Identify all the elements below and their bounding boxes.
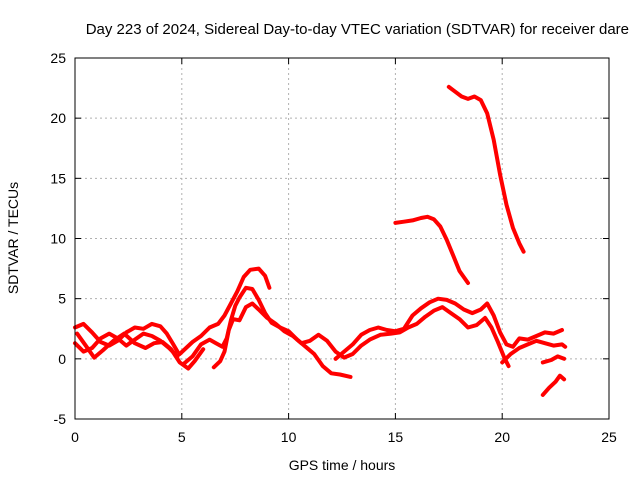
y-tick-label: 0 — [58, 351, 66, 367]
series-track-4 — [177, 266, 272, 356]
y-tick-label: 10 — [50, 231, 66, 247]
chart-title: Day 223 of 2024, Sidereal Day-to-day VTE… — [86, 21, 629, 38]
series-track-6 — [211, 301, 511, 370]
grid — [75, 58, 609, 419]
x-tick-label: 20 — [494, 429, 510, 445]
y-tick-label: 5 — [58, 291, 66, 307]
series-track-1 — [73, 321, 180, 354]
x-tick-label: 15 — [388, 429, 404, 445]
y-tick-label: 20 — [50, 110, 66, 126]
y-axis-label: SDTVAR / TECUs — [5, 182, 21, 294]
x-tick-label: 5 — [178, 429, 186, 445]
series-track-11 — [393, 214, 470, 285]
x-tick-label: 10 — [281, 429, 297, 445]
x-axis-label: GPS time / hours — [289, 457, 396, 473]
series-track-8 — [500, 338, 568, 365]
data-series — [73, 84, 568, 397]
series-track-5 — [181, 285, 353, 379]
series-track-12 — [446, 84, 526, 254]
series-track-3 — [75, 331, 206, 371]
x-tick-label: 25 — [601, 429, 617, 445]
y-tick-label: 15 — [50, 170, 66, 186]
series-track-10 — [540, 373, 567, 397]
y-tick-label: 25 — [50, 50, 66, 66]
x-tick-label: 0 — [71, 429, 79, 445]
series-track-7 — [333, 296, 564, 361]
series-track-9 — [540, 354, 567, 365]
y-tick-label: -5 — [54, 411, 67, 427]
